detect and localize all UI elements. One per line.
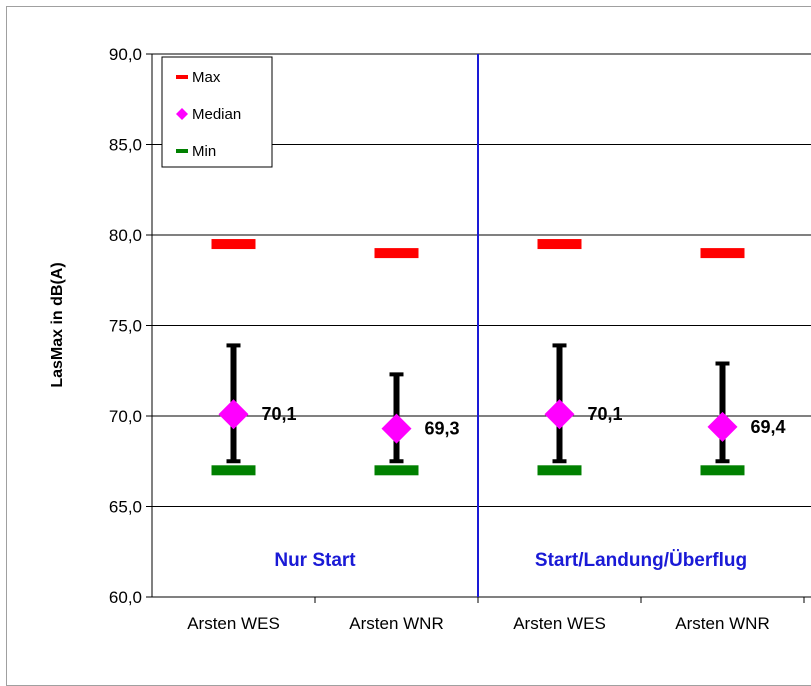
legend-max-swatch bbox=[176, 75, 188, 79]
min-marker bbox=[211, 465, 256, 476]
y-axis-title: LasMax in dB(A) bbox=[49, 262, 66, 387]
min-marker bbox=[537, 465, 582, 476]
y-tick-label: 90,0 bbox=[109, 45, 142, 64]
max-marker bbox=[700, 248, 745, 259]
legend-min-label: Min bbox=[192, 143, 216, 160]
legend-min-swatch bbox=[176, 149, 188, 153]
category-labels: Arsten WES Arsten WNR Arsten WES Arsten WNR bbox=[187, 614, 770, 633]
y-tick-label: 80,0 bbox=[109, 226, 142, 245]
legend-median-label: Median bbox=[192, 106, 241, 123]
max-marker bbox=[374, 248, 419, 259]
y-tick-labels: 60,0 65,0 70,0 75,0 80,0 85,0 90,0 bbox=[109, 45, 142, 607]
median-marker bbox=[218, 399, 249, 430]
max-marker bbox=[537, 239, 582, 250]
group-label: Nur Start bbox=[274, 550, 356, 571]
category-label: Arsten WES bbox=[513, 614, 606, 633]
category-label: Arsten WNR bbox=[675, 614, 769, 633]
max-marker bbox=[211, 239, 256, 250]
min-marker bbox=[700, 465, 745, 476]
y-tick-label: 85,0 bbox=[109, 136, 142, 155]
category-label: Arsten WNR bbox=[349, 614, 443, 633]
min-marker bbox=[374, 465, 419, 476]
legend: Max Median Min bbox=[161, 56, 273, 168]
group-label: Start/Landung/Überflug bbox=[535, 550, 747, 571]
y-tick-label: 75,0 bbox=[109, 317, 142, 336]
median-marker bbox=[544, 399, 575, 430]
median-marker bbox=[381, 413, 412, 444]
axes bbox=[146, 53, 811, 603]
category-label: Arsten WES bbox=[187, 614, 280, 633]
legend-max-label: Max bbox=[192, 69, 221, 86]
median-data-label: 69,3 bbox=[425, 419, 460, 439]
y-tick-label: 65,0 bbox=[109, 498, 142, 517]
legend-median-swatch bbox=[176, 108, 188, 120]
median-data-label: 69,4 bbox=[751, 417, 786, 437]
median-data-label: 70,1 bbox=[262, 404, 297, 424]
median-data-label: 70,1 bbox=[588, 404, 623, 424]
data-marks: 70,1 69,3 70,1 69,4 bbox=[211, 239, 786, 476]
group-labels: Nur Start Start/Landung/Überflug bbox=[274, 550, 747, 571]
y-tick-label: 60,0 bbox=[109, 588, 142, 607]
y-tick-label: 70,0 bbox=[109, 407, 142, 426]
median-marker bbox=[707, 411, 738, 442]
